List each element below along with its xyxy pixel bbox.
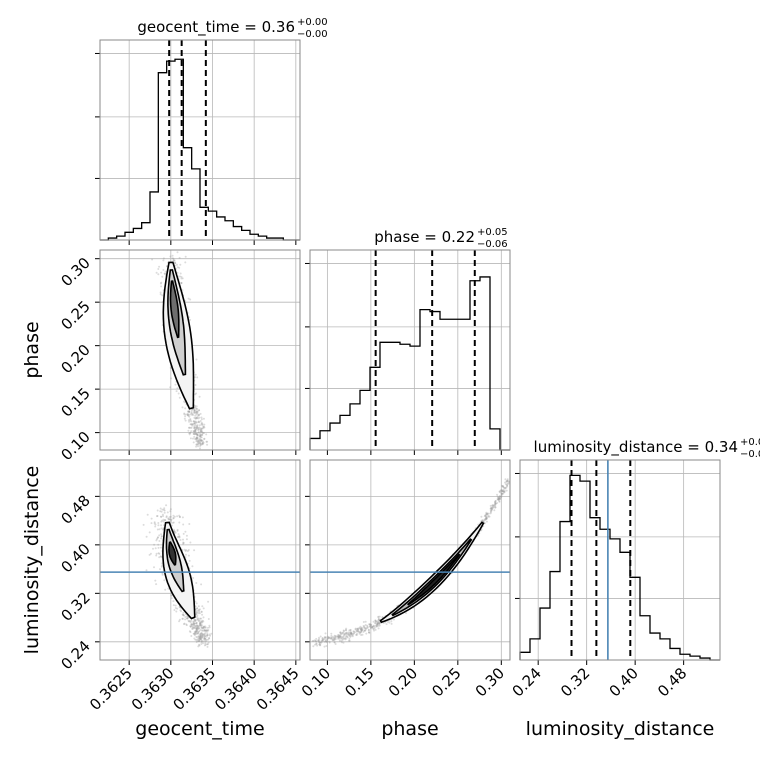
title-upper-error: +0.00 [297,17,328,28]
x-tick-label-luminosity_distance: 0.40 [606,664,642,700]
title-lower-error: −0.05 [740,449,760,460]
contour-level-2 [391,538,473,617]
y-tick-label-phase: 0.25 [57,297,93,333]
pair-panel-geocent_time-luminosity_distance [95,459,301,665]
histogram-step-phase [309,276,510,451]
x-tick-label-geocent_time: 0.3625 [86,664,136,714]
contour-level-3 [168,541,177,566]
y-tick-label-phase: 0.20 [57,341,93,377]
pair-panel-geocent_time-phase [95,249,301,455]
pair-frame [99,459,301,661]
y-tick-label-phase: 0.30 [57,254,93,290]
y-axis-label-phase: phase [21,321,43,378]
sample-cloud [142,504,213,648]
x-tick-label-phase: 0.20 [385,664,421,700]
y-axis-label-luminosity_distance: luminosity_distance [21,466,43,655]
x-tick-label-phase: 0.10 [298,664,334,700]
x-axis-label-luminosity_distance: luminosity_distance [526,718,715,740]
x-tick-label-geocent_time: 0.3640 [211,664,261,714]
x-tick-label-luminosity_distance: 0.24 [509,664,545,700]
sample-cloud [311,478,510,648]
panel-title-geocent_time: geocent_time = 0.36 [137,18,295,37]
sample-cloud [151,251,209,450]
x-tick-label-geocent_time: 0.3635 [169,664,219,714]
hist-frame-luminosity_distance [519,459,721,661]
y-tick-label-luminosity_distance: 0.32 [57,588,93,624]
title-upper-error: +0.05 [477,227,508,238]
hist-panel-geocent_time [95,39,301,245]
hist-panel-luminosity_distance [515,459,721,665]
hist-frame-geocent_time [99,39,301,241]
y-tick-label-luminosity_distance: 0.40 [57,540,93,576]
x-tick-label-geocent_time: 0.3645 [253,664,303,714]
hist-frame-phase [309,249,511,451]
histogram-step-geocent_time [100,58,300,241]
title-lower-error: −0.00 [297,29,328,40]
x-axis-label-phase: phase [381,718,438,740]
pair-frame [309,459,511,661]
title-upper-error: +0.06 [740,437,760,448]
pair-frame [99,249,301,451]
contour-level-1 [379,521,485,624]
x-tick-label-phase: 0.15 [341,664,377,700]
x-axis-label-geocent_time: geocent_time [135,718,264,740]
hist-panel-phase [305,249,511,455]
title-lower-error: −0.06 [477,239,508,250]
contour-level-3 [169,280,180,339]
x-tick-label-geocent_time: 0.3630 [128,664,178,714]
contour-level-3 [407,553,461,606]
pair-panel-phase-luminosity_distance [305,459,511,665]
y-tick-label-phase: 0.15 [57,384,93,420]
x-tick-label-luminosity_distance: 0.32 [557,664,593,700]
y-tick-label-luminosity_distance: 0.48 [57,491,93,527]
y-tick-label-phase: 0.10 [57,428,93,464]
panel-title-phase: phase = 0.22 [374,228,475,246]
histogram-step-luminosity_distance [519,474,720,661]
x-tick-label-luminosity_distance: 0.48 [654,664,690,700]
x-tick-label-phase: 0.30 [472,664,508,700]
x-tick-label-phase: 0.25 [428,664,464,700]
y-tick-label-luminosity_distance: 0.24 [57,637,93,673]
panel-title-luminosity_distance: luminosity_distance = 0.34 [534,438,738,457]
